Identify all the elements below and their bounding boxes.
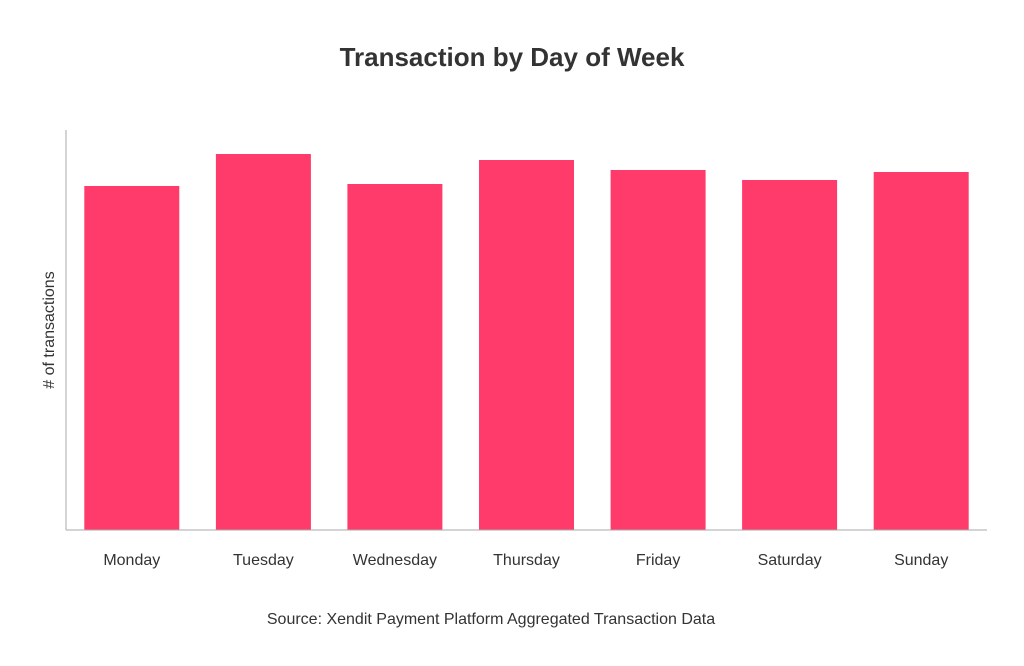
x-tick-label-saturday: Saturday: [758, 552, 822, 569]
y-axis-label: # of transactions: [41, 271, 58, 388]
bar-chart: Monday Tuesday Wednesday Thursday Friday Satu…: [41, 130, 987, 569]
bars-group: [84, 154, 969, 530]
chart-title: Transaction by Day of Week: [339, 42, 685, 72]
bar-wednesday: [347, 184, 443, 530]
bar-friday: [610, 170, 706, 530]
x-tick-label-monday: Monday: [103, 552, 160, 569]
x-tick-label-tuesday: Tuesday: [233, 552, 294, 569]
bar-tuesday: [215, 154, 311, 530]
x-tick-label-thursday: Thursday: [493, 552, 560, 569]
bar-monday: [84, 186, 180, 530]
source-note: Source: Xendit Payment Platform Aggregat…: [266, 611, 716, 628]
x-tick-label-wednesday: Wednesday: [353, 552, 437, 569]
x-tick-labels: Monday Tuesday Wednesday Thursday Friday Satu…: [103, 552, 948, 569]
bar-saturday: [742, 180, 838, 530]
x-tick-label-sunday: Sunday: [894, 552, 948, 569]
x-tick-label-friday: Friday: [636, 552, 680, 569]
bar-thursday: [479, 160, 574, 530]
bar-sunday: [873, 172, 969, 530]
